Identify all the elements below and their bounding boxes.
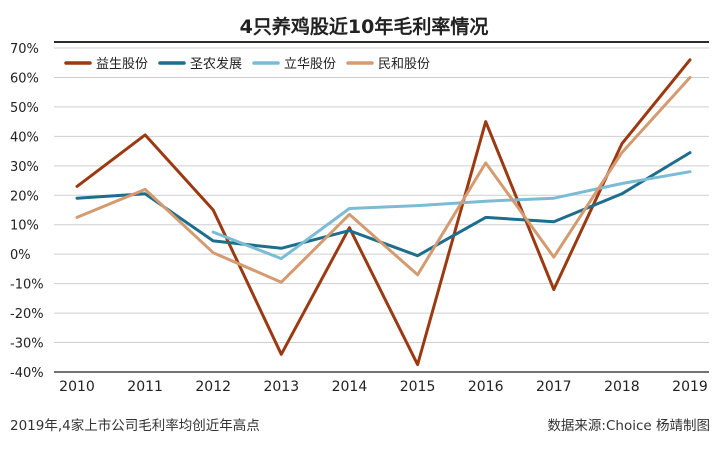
y-tick-label: -40% bbox=[10, 366, 44, 381]
series-line bbox=[75, 76, 692, 284]
x-tick-label: 2018 bbox=[604, 379, 640, 395]
series-line bbox=[75, 151, 692, 258]
y-axis-ticks: 70% 60% 50% 40% 30% 20% 10% 0% -10% -20% -30% -40% bbox=[10, 42, 44, 381]
y-tick-label: 40% bbox=[10, 130, 39, 145]
y-tick-label: 30% bbox=[10, 160, 39, 175]
footer-source: 数据来源:Choice 杨靖制图 bbox=[547, 418, 710, 434]
x-tick-label: 2013 bbox=[264, 379, 300, 395]
x-tick-label: 2012 bbox=[195, 379, 231, 395]
series-lines bbox=[75, 58, 692, 367]
x-tick-label: 2015 bbox=[400, 379, 436, 395]
y-tick-label: -10% bbox=[10, 278, 44, 293]
y-tick-label: 70% bbox=[10, 42, 39, 57]
series-line bbox=[211, 170, 692, 261]
grid bbox=[54, 47, 709, 373]
footer-note: 2019年,4家上市公司毛利率均创近年高点 bbox=[10, 418, 260, 434]
legend-label: 立华股份 bbox=[284, 57, 336, 72]
legend-label: 益生股份 bbox=[96, 57, 148, 72]
y-tick-label: 0% bbox=[10, 248, 31, 263]
x-tick-label: 2016 bbox=[468, 379, 504, 395]
y-tick-label: 60% bbox=[10, 71, 39, 86]
x-tick-label: 2010 bbox=[59, 379, 95, 395]
title-rule bbox=[54, 41, 709, 43]
x-tick-label: 2019 bbox=[672, 379, 708, 395]
x-tick-label: 2017 bbox=[536, 379, 572, 395]
series-line bbox=[75, 58, 692, 367]
x-tick-label: 2014 bbox=[332, 379, 368, 395]
legend-label: 民和股份 bbox=[378, 57, 430, 72]
legend: 益生股份 圣农发展 立华股份 民和股份 bbox=[64, 56, 430, 72]
x-axis-ticks: 2010 2011 2012 2013 2014 2015 2016 2017 2018 2019 bbox=[59, 379, 708, 395]
y-tick-label: -20% bbox=[10, 307, 44, 322]
x-tick-label: 2011 bbox=[127, 379, 163, 395]
y-tick-label: 20% bbox=[10, 189, 39, 204]
y-tick-label: 10% bbox=[10, 219, 39, 234]
y-tick-label: -30% bbox=[10, 337, 44, 352]
chart-title: 4只养鸡股近10年毛利率情况 bbox=[239, 16, 489, 38]
legend-label: 圣农发展 bbox=[190, 56, 242, 72]
y-tick-label: 50% bbox=[10, 101, 39, 116]
